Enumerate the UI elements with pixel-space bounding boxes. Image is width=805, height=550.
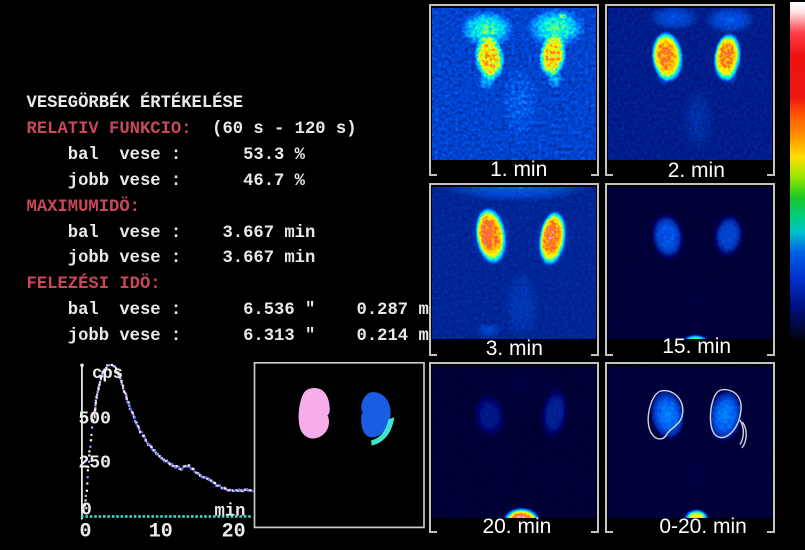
svg-text:500: 500 <box>79 410 111 430</box>
svg-text:0: 0 <box>81 501 92 521</box>
svg-text:0: 0 <box>80 521 92 544</box>
svg-text:min: min <box>215 503 246 522</box>
svg-text:20: 20 <box>222 521 246 544</box>
svg-text:10: 10 <box>149 521 173 544</box>
svg-text:250: 250 <box>79 454 111 474</box>
svg-text:cps: cps <box>92 365 123 384</box>
